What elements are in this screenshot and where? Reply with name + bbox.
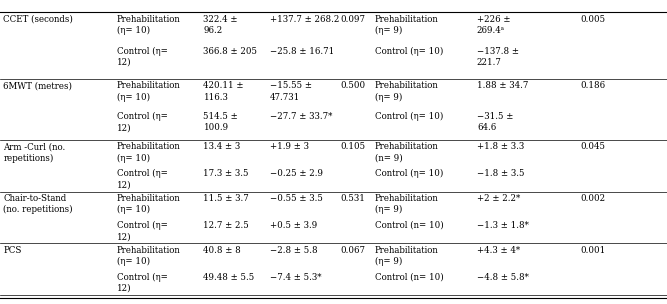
Text: 0.005: 0.005	[580, 15, 606, 24]
Text: 11.5 ± 3.7: 11.5 ± 3.7	[203, 194, 249, 203]
Text: Prehabilitation
(η= 10): Prehabilitation (η= 10)	[117, 81, 181, 102]
Text: CCET (seconds): CCET (seconds)	[3, 15, 73, 24]
Text: −0.55 ± 3.5: −0.55 ± 3.5	[270, 194, 323, 203]
Text: 420.11 ±
116.3: 420.11 ± 116.3	[203, 81, 244, 102]
Text: −0.25 ± 2.9: −0.25 ± 2.9	[270, 169, 323, 178]
Text: Control (η= 10): Control (η= 10)	[375, 169, 444, 178]
Text: −1.8 ± 3.5: −1.8 ± 3.5	[477, 169, 524, 178]
Text: 366.8 ± 205: 366.8 ± 205	[203, 47, 257, 56]
Text: Control (η=
12): Control (η= 12)	[117, 112, 167, 132]
Text: Control (η=
12): Control (η= 12)	[117, 169, 167, 189]
Text: 12.7 ± 2.5: 12.7 ± 2.5	[203, 221, 249, 230]
Text: 514.5 ±
100.9: 514.5 ± 100.9	[203, 112, 238, 132]
Text: +226 ±
269.4ᵃ: +226 ± 269.4ᵃ	[477, 15, 510, 35]
Text: −31.5 ±
64.6: −31.5 ± 64.6	[477, 112, 514, 132]
Text: −7.4 ± 5.3*: −7.4 ± 5.3*	[270, 272, 321, 282]
Text: Chair-to-Stand
(no. repetitions): Chair-to-Stand (no. repetitions)	[3, 194, 73, 214]
Text: +1.9 ± 3: +1.9 ± 3	[270, 142, 309, 151]
Text: −1.3 ± 1.8*: −1.3 ± 1.8*	[477, 221, 529, 230]
Text: Control (η=
12): Control (η= 12)	[117, 221, 167, 241]
Text: −4.8 ± 5.8*: −4.8 ± 5.8*	[477, 272, 529, 282]
Text: +0.5 ± 3.9: +0.5 ± 3.9	[270, 221, 317, 230]
Text: Prehabilitation
(η= 10): Prehabilitation (η= 10)	[117, 15, 181, 35]
Text: +4.3 ± 4*: +4.3 ± 4*	[477, 246, 520, 255]
Text: 0.500: 0.500	[340, 81, 366, 91]
Text: 0.002: 0.002	[580, 194, 606, 203]
Text: 17.3 ± 3.5: 17.3 ± 3.5	[203, 169, 249, 178]
Text: −25.8 ± 16.71: −25.8 ± 16.71	[270, 47, 334, 56]
Text: Control (η= 10): Control (η= 10)	[375, 47, 444, 56]
Text: 322.4 ±
96.2: 322.4 ± 96.2	[203, 15, 238, 35]
Text: Prehabilitation
(η= 9): Prehabilitation (η= 9)	[375, 194, 439, 214]
Text: Control (η=
12): Control (η= 12)	[117, 272, 167, 293]
Text: 0.067: 0.067	[340, 246, 365, 255]
Text: Control (n= 10): Control (n= 10)	[375, 221, 444, 230]
Text: 0.105: 0.105	[340, 142, 366, 151]
Text: 49.48 ± 5.5: 49.48 ± 5.5	[203, 272, 255, 282]
Text: Control (η= 10): Control (η= 10)	[375, 112, 444, 121]
Text: Prehabilitation
(η= 9): Prehabilitation (η= 9)	[375, 15, 439, 35]
Text: 0.186: 0.186	[580, 81, 606, 91]
Text: Prehabilitation
(η= 9): Prehabilitation (η= 9)	[375, 246, 439, 266]
Text: +2 ± 2.2*: +2 ± 2.2*	[477, 194, 520, 203]
Text: Prehabilitation
(η= 10): Prehabilitation (η= 10)	[117, 246, 181, 266]
Text: −2.8 ± 5.8: −2.8 ± 5.8	[270, 246, 317, 255]
Text: +137.7 ± 268.2: +137.7 ± 268.2	[270, 15, 340, 24]
Text: PCS: PCS	[3, 246, 22, 255]
Text: −137.8 ±
221.7: −137.8 ± 221.7	[477, 47, 519, 67]
Text: 0.045: 0.045	[580, 142, 605, 151]
Text: Prehabilitation
(η= 10): Prehabilitation (η= 10)	[117, 142, 181, 163]
Text: Control (n= 10): Control (n= 10)	[375, 272, 444, 282]
Text: Prehabilitation
(η= 9): Prehabilitation (η= 9)	[375, 81, 439, 102]
Text: 1.88 ± 34.7: 1.88 ± 34.7	[477, 81, 528, 91]
Text: 13.4 ± 3: 13.4 ± 3	[203, 142, 241, 151]
Text: 40.8 ± 8: 40.8 ± 8	[203, 246, 241, 255]
Text: +1.8 ± 3.3: +1.8 ± 3.3	[477, 142, 524, 151]
Text: 0.531: 0.531	[340, 194, 365, 203]
Text: Arm -Curl (no.
repetitions): Arm -Curl (no. repetitions)	[3, 142, 65, 163]
Text: Prehabilitation
(η= 10): Prehabilitation (η= 10)	[117, 194, 181, 214]
Text: −27.7 ± 33.7*: −27.7 ± 33.7*	[270, 112, 333, 121]
Text: Control (η=
12): Control (η= 12)	[117, 47, 167, 67]
Text: Prehabilitation
(n= 9): Prehabilitation (n= 9)	[375, 142, 439, 162]
Text: 0.001: 0.001	[580, 246, 606, 255]
Text: 6MWT (metres): 6MWT (metres)	[3, 81, 72, 91]
Text: 0.097: 0.097	[340, 15, 365, 24]
Text: −15.55 ±
47.731: −15.55 ± 47.731	[270, 81, 312, 102]
